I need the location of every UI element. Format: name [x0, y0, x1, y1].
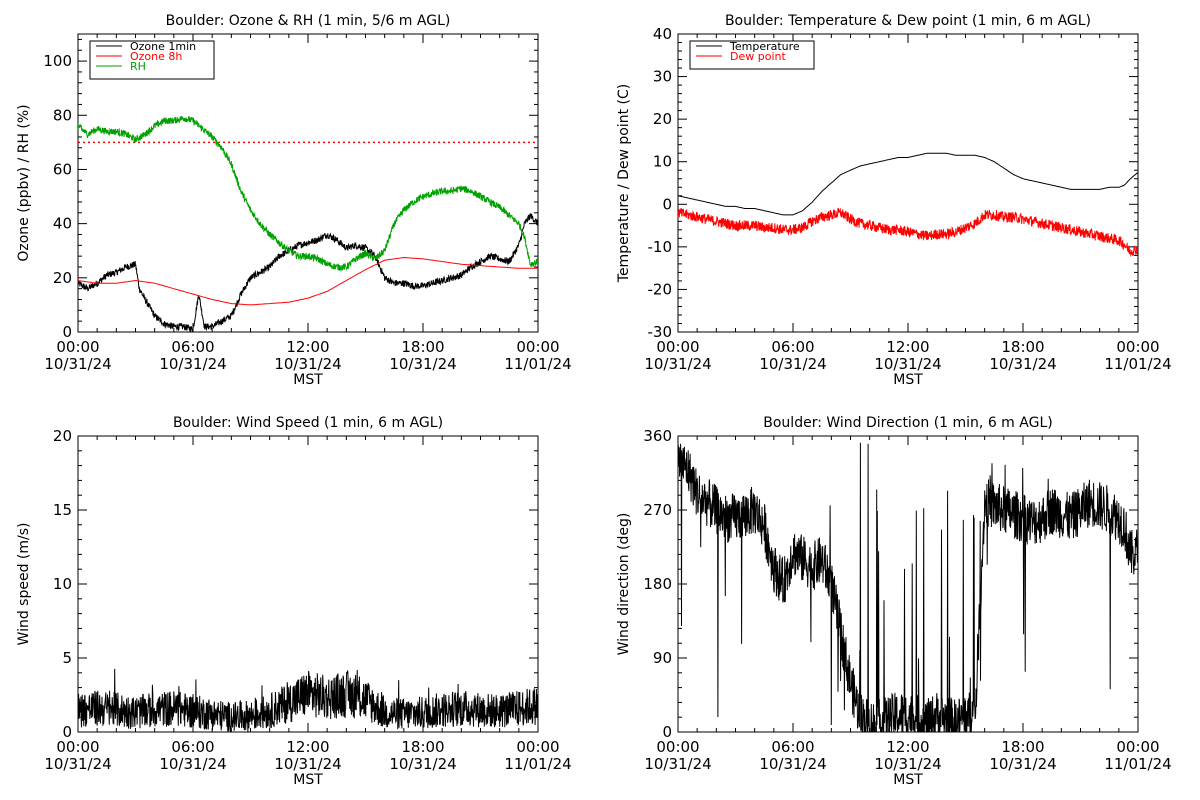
x-tick-date-label: 11/01/24 [504, 755, 571, 773]
legend-box [89, 40, 215, 80]
series-line-1 [78, 668, 538, 732]
x-axis-label: MST [293, 772, 323, 788]
x-tick-date-label: 11/01/24 [1104, 355, 1171, 373]
legend-entry: RH [130, 60, 146, 73]
x-tick-time-label: 00:00 [56, 738, 99, 756]
y-tick-label: 20 [53, 269, 72, 287]
series-line-3 [78, 115, 538, 272]
x-tick-time-label: 18:00 [401, 338, 444, 356]
series-line-1 [678, 152, 1138, 216]
y-tick-label: 10 [653, 153, 672, 171]
x-tick-date-label: 10/31/24 [274, 355, 341, 373]
chart-panel-3: Boulder: Wind Speed (1 min, 6 m AGL) 0 5 10… [16, 415, 572, 788]
x-tick-date-label: 10/31/24 [159, 355, 226, 373]
chart-panel-4: Boulder: Wind Direction (1 min, 6 m AGL)… [616, 415, 1172, 788]
y-tick-label: 40 [653, 25, 672, 43]
y-axis-label: Ozone (ppbv) / RH (%) [16, 104, 32, 261]
x-tick-date-label: 10/31/24 [44, 755, 111, 773]
x-tick-time-label: 18:00 [401, 738, 444, 756]
y-tick-label: 90 [653, 649, 672, 667]
x-tick-time-label: 00:00 [1116, 338, 1159, 356]
x-tick-time-label: 00:00 [56, 338, 99, 356]
y-tick-label: 20 [53, 427, 72, 445]
x-axis-label: MST [893, 772, 923, 788]
y-tick-label: 0 [62, 323, 72, 341]
y-tick-label: 40 [53, 215, 72, 233]
y-tick-label: -30 [648, 323, 673, 341]
x-tick-time-label: 00:00 [516, 338, 559, 356]
y-axis-label: Temperature / Dew point (C) [616, 84, 632, 283]
y-tick-label: -10 [648, 238, 673, 256]
x-tick-time-label: 12:00 [286, 738, 329, 756]
series-line-2 [678, 207, 1138, 258]
x-axis-label: MST [893, 372, 923, 388]
y-tick-label: 180 [643, 575, 672, 593]
x-tick-time-label: 06:00 [171, 338, 214, 356]
y-axis-label: Wind direction (deg) [616, 513, 632, 656]
series-line-1 [678, 442, 1138, 732]
x-tick-date-label: 10/31/24 [759, 355, 826, 373]
x-tick-time-label: 06:00 [771, 738, 814, 756]
x-tick-time-label: 12:00 [886, 338, 929, 356]
x-tick-date-label: 10/31/24 [389, 755, 456, 773]
legend-entry: Dew point [730, 50, 786, 63]
x-tick-date-label: 10/31/24 [274, 755, 341, 773]
x-tick-time-label: 00:00 [656, 338, 699, 356]
x-tick-date-label: 10/31/24 [44, 355, 111, 373]
x-tick-date-label: 10/31/24 [389, 355, 456, 373]
series-line-2 [78, 256, 538, 306]
x-tick-time-label: 00:00 [656, 738, 699, 756]
plot-frame [677, 33, 1139, 333]
y-tick-label: 0 [62, 723, 72, 741]
y-tick-label: 0 [662, 195, 672, 213]
plot-frame [677, 435, 1139, 733]
x-tick-date-label: 10/31/24 [644, 755, 711, 773]
x-tick-time-label: 12:00 [886, 738, 929, 756]
y-tick-label: 80 [53, 106, 72, 124]
y-tick-label: 10 [53, 575, 72, 593]
x-tick-date-label: 11/01/24 [1104, 755, 1171, 773]
y-tick-label: 30 [653, 68, 672, 86]
chart-title: Boulder: Ozone & RH (1 min, 5/6 m AGL) [166, 13, 451, 29]
y-tick-label: 15 [53, 501, 72, 519]
legend-entry: Ozone 1min [130, 40, 196, 53]
y-axis-label: Wind speed (m/s) [16, 523, 32, 646]
x-tick-time-label: 12:00 [286, 338, 329, 356]
y-tick-label: 100 [43, 52, 72, 70]
chart-title: Boulder: Temperature & Dew point (1 min,… [725, 13, 1091, 29]
y-tick-label: 60 [53, 160, 72, 178]
y-tick-label: 360 [643, 427, 672, 445]
x-tick-date-label: 10/31/24 [874, 355, 941, 373]
y-tick-label: 5 [62, 649, 72, 667]
x-tick-date-label: 10/31/24 [989, 755, 1056, 773]
x-axis-label: MST [293, 372, 323, 388]
y-tick-label: 270 [643, 501, 672, 519]
chart-title: Boulder: Wind Speed (1 min, 6 m AGL) [173, 415, 443, 431]
chart-panel-1: Boulder: Ozone & RH (1 min, 5/6 m AGL) 0 2… [16, 13, 572, 388]
x-tick-date-label: 11/01/24 [504, 355, 571, 373]
x-tick-date-label: 10/31/24 [159, 755, 226, 773]
chart-title: Boulder: Wind Direction (1 min, 6 m AGL) [763, 415, 1052, 431]
x-tick-time-label: 18:00 [1001, 338, 1044, 356]
x-tick-date-label: 10/31/24 [759, 755, 826, 773]
chart-panel-2: Boulder: Temperature & Dew point (1 min,… [616, 13, 1172, 388]
x-tick-date-label: 10/31/24 [874, 755, 941, 773]
legend-entry: Temperature [729, 40, 800, 53]
x-tick-time-label: 00:00 [516, 738, 559, 756]
x-tick-time-label: 00:00 [1116, 738, 1159, 756]
y-tick-label: 20 [653, 110, 672, 128]
y-tick-label: -20 [648, 280, 673, 298]
series-line-1 [78, 213, 538, 332]
x-tick-time-label: 06:00 [771, 338, 814, 356]
x-tick-date-label: 10/31/24 [644, 355, 711, 373]
y-tick-label: 0 [662, 723, 672, 741]
x-tick-time-label: 18:00 [1001, 738, 1044, 756]
x-tick-date-label: 10/31/24 [989, 355, 1056, 373]
legend-entry: Ozone 8h [130, 50, 182, 63]
x-tick-time-label: 06:00 [171, 738, 214, 756]
